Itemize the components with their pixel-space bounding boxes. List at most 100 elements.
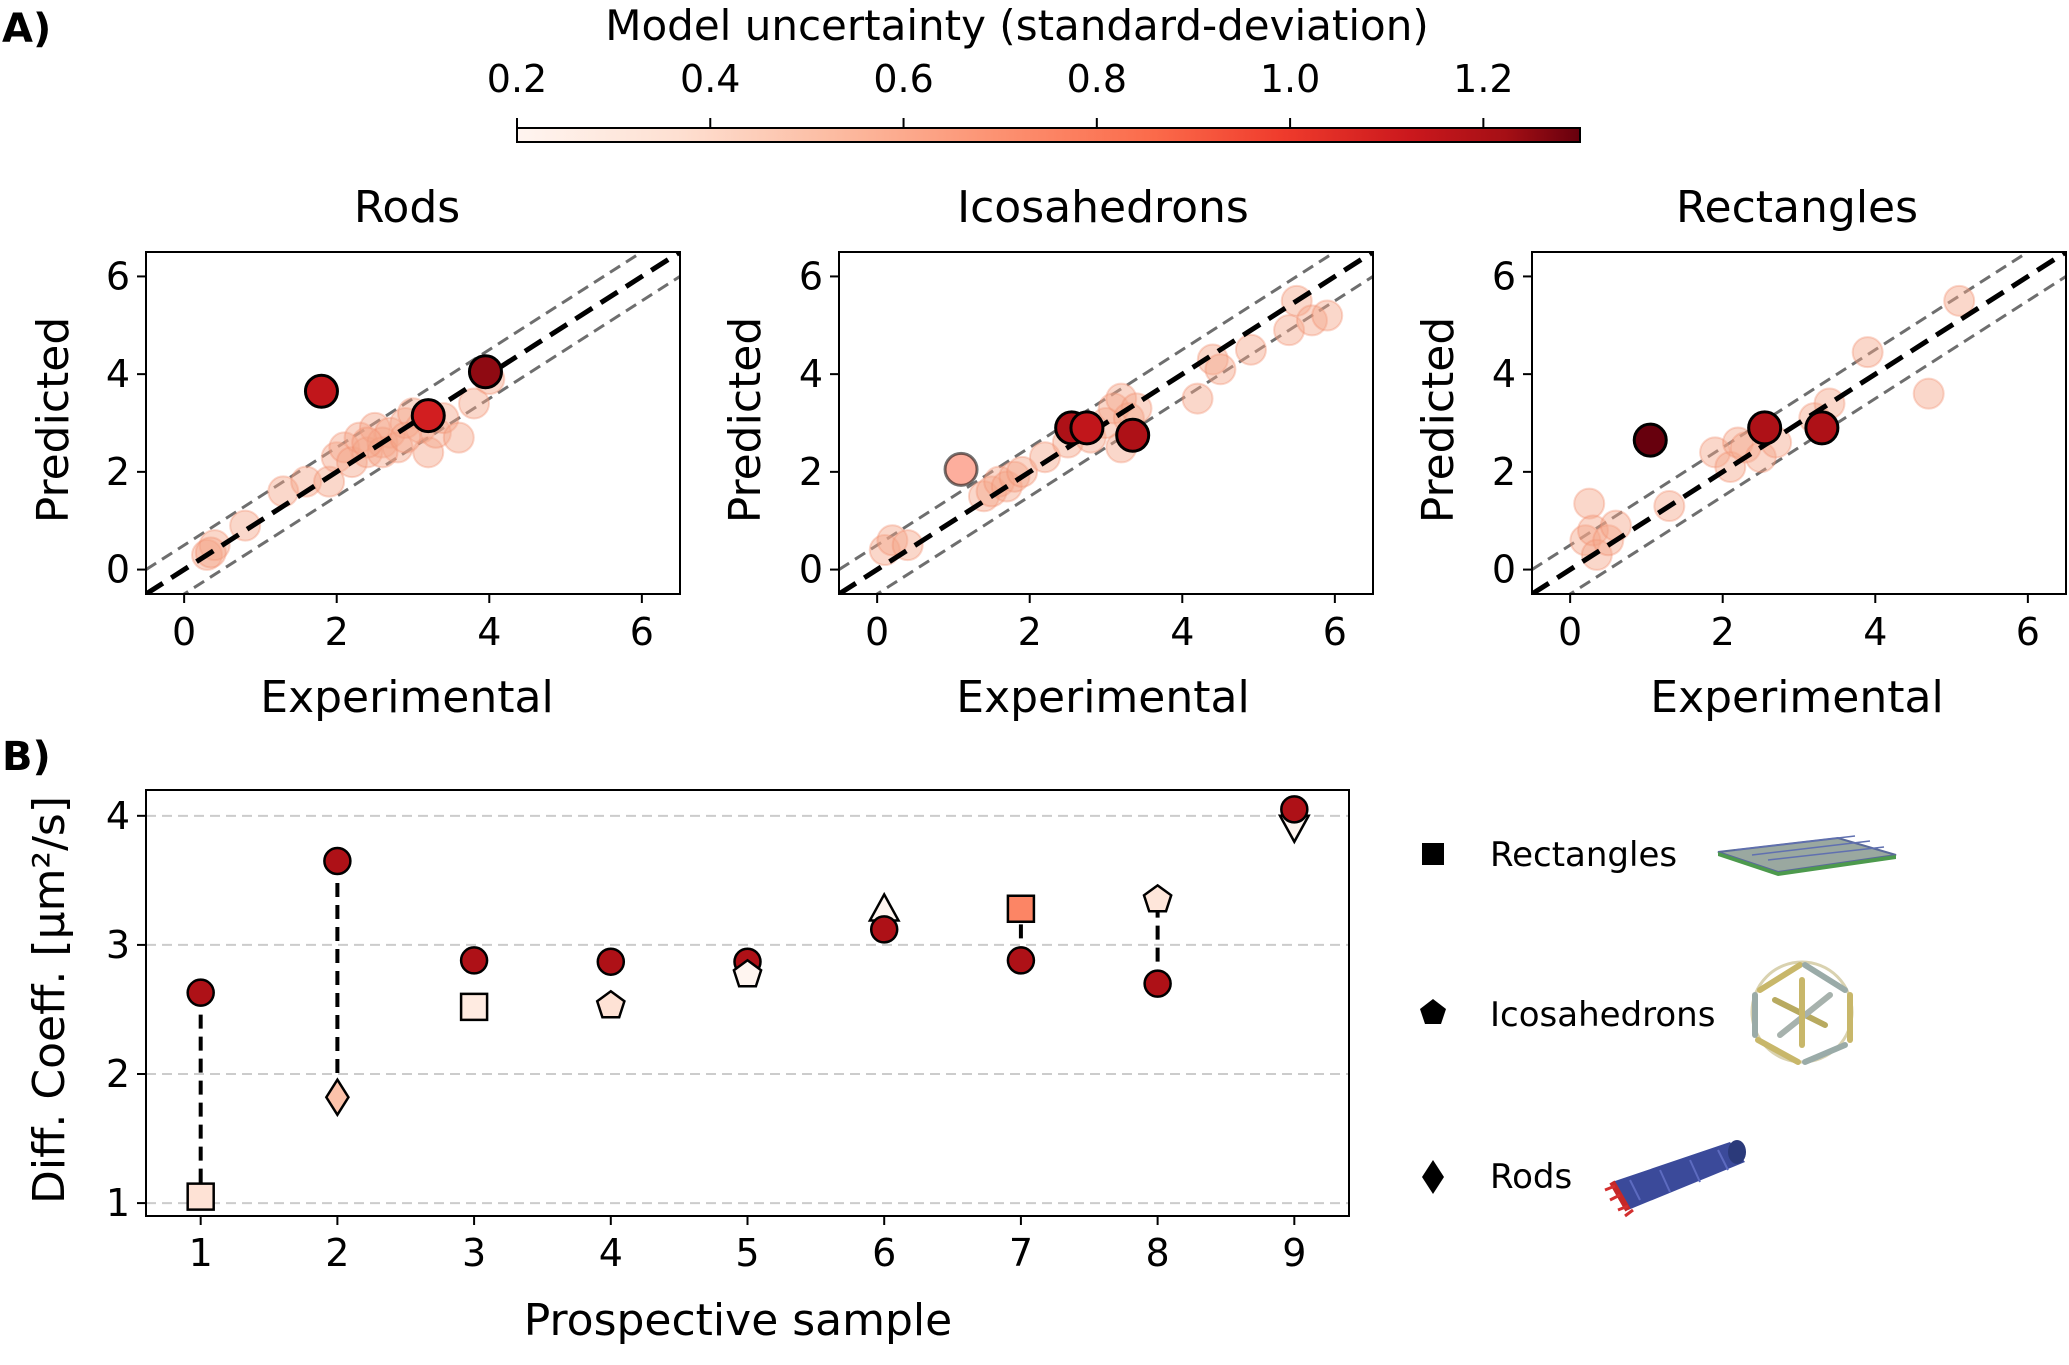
y-tick-label: 3	[106, 923, 130, 967]
colorbar-tick-label: 0.6	[873, 57, 933, 101]
predicted-marker	[186, 978, 215, 1007]
training-point	[458, 387, 491, 420]
predicted-marker	[596, 947, 626, 976]
y-tick-label: 2	[1492, 450, 1516, 494]
tolerance-band-line	[146, 252, 645, 571]
prospective-point	[1747, 410, 1783, 446]
plot-area	[1532, 252, 2066, 594]
training-point	[328, 431, 361, 464]
rods-scatter-plot: Rods Experimental Predicted 0 2 4 6 0 2 4 6	[28, 182, 681, 723]
legend-label-icosahedrons: Icosahedrons	[1490, 995, 1715, 1035]
x-tick-label: 4	[477, 610, 501, 654]
identity-line	[839, 252, 1373, 594]
x-tick-label: 5	[735, 1231, 759, 1275]
colorbar-tick-label: 0.8	[1067, 57, 1127, 101]
colorbar-gradient	[516, 127, 1581, 143]
tolerance-band-line	[1567, 275, 2066, 594]
training-point	[1311, 299, 1344, 332]
rods-x-axis-label: Experimental	[260, 672, 553, 723]
tolerance-band-line	[839, 252, 1338, 571]
training-point	[1234, 333, 1267, 366]
rectangles-y-axis-label: Predicted	[1413, 317, 1464, 524]
colorbar-ticks: 0.2 0.4 0.6 0.8 1.0 1.2	[487, 57, 1514, 128]
y-tick-label: 2	[799, 450, 823, 494]
training-point	[1912, 377, 1945, 410]
training-point	[442, 421, 475, 454]
rods-plot-title: Rods	[354, 182, 460, 233]
experimental-marker	[732, 958, 763, 988]
legend-label-rectangles: Rectangles	[1490, 835, 1677, 875]
experimental-marker	[1142, 883, 1173, 913]
icosahedrons-y-axis-label: Predicted	[720, 317, 771, 524]
x-tick-label: 6	[2016, 610, 2040, 654]
y-tick-label: 0	[1492, 548, 1516, 592]
tolerance-band-line	[181, 275, 680, 594]
prospective-point	[1115, 417, 1151, 453]
training-point	[1573, 487, 1606, 520]
training-point	[1599, 509, 1632, 542]
training-point	[975, 475, 1008, 508]
experimental-marker	[459, 992, 489, 1022]
icosahedrons-scatter-plot: Icosahedrons Experimental Predicted 0 2 4 6…	[720, 182, 1374, 723]
x-tick-label: 2	[1018, 610, 1042, 654]
tolerance-band-line	[874, 275, 1373, 594]
prospective-point	[410, 398, 446, 434]
rectangle-sheet-illustration	[1717, 835, 1897, 876]
x-tick-label: 2	[1711, 610, 1735, 654]
training-point	[1851, 336, 1884, 369]
y-tick-label: 0	[799, 548, 823, 592]
training-point	[998, 460, 1031, 493]
prospective-point	[943, 451, 979, 487]
plot-area	[146, 252, 680, 594]
icosahedrons-x-axis-label: Experimental	[956, 672, 1249, 723]
y-tick-label: 2	[106, 450, 130, 494]
x-tick-label: 8	[1146, 1231, 1170, 1275]
icosahedrons-plot-title: Icosahedrons	[957, 182, 1249, 233]
y-tick-label: 1	[106, 1181, 130, 1225]
training-point	[1592, 524, 1625, 557]
training-point	[1295, 304, 1328, 337]
x-tick-label: 4	[1170, 610, 1194, 654]
colorbar: Model uncertainty (standard-deviation) 0…	[487, 1, 1581, 143]
x-tick-label: 0	[1558, 610, 1582, 654]
prospective-point	[1069, 410, 1105, 446]
colorbar-tick-label: 0.4	[680, 57, 740, 101]
x-tick-label: 2	[325, 610, 349, 654]
x-tick-label: 6	[872, 1231, 896, 1275]
rectangles-plot-title: Rectangles	[1676, 182, 1918, 233]
x-tick-label: 6	[1323, 610, 1347, 654]
rods-y-axis-label: Predicted	[28, 317, 79, 524]
training-point	[1204, 353, 1237, 386]
experimental-marker	[1006, 894, 1036, 924]
identity-line	[1532, 252, 2066, 594]
training-point	[1273, 314, 1306, 347]
prospective-point	[467, 354, 503, 390]
prospective-point	[1632, 422, 1668, 458]
prospective-y-axis-label: Diff. Coeff. [μm²/s]	[24, 796, 75, 1204]
training-point	[1006, 455, 1039, 488]
x-tick-label: 0	[865, 610, 889, 654]
legend-label-rods: Rods	[1490, 1157, 1572, 1197]
prospective-x-axis-label: Prospective sample	[524, 1295, 952, 1346]
plot-frame	[145, 251, 681, 595]
training-point	[358, 411, 391, 444]
x-tick-label: 7	[1009, 1231, 1033, 1275]
training-point	[343, 421, 376, 454]
prospective-sample-plot: Prospective sample Diff. Coeff. [μm²/s] …	[24, 789, 1350, 1346]
legend-diamond-marker	[1422, 1160, 1444, 1194]
icosahedron-illustration	[1750, 960, 1854, 1065]
x-tick-label: 3	[462, 1231, 486, 1275]
experimental-marker	[595, 989, 626, 1019]
x-tick-label: 2	[325, 1231, 349, 1275]
x-tick-label: 4	[1863, 610, 1887, 654]
x-tick-label: 6	[630, 610, 654, 654]
y-tick-label: 4	[1492, 352, 1516, 396]
colorbar-tick-label: 1.2	[1453, 57, 1513, 101]
rectangles-scatter-plot: Rectangles Experimental Predicted 0 2 4 6 0 2…	[1413, 182, 2067, 723]
y-tick-label: 4	[106, 352, 130, 396]
rod-illustration	[1604, 1140, 1746, 1218]
panel-a-label: A)	[2, 6, 51, 52]
training-point	[1181, 382, 1214, 415]
training-point	[1569, 524, 1602, 557]
